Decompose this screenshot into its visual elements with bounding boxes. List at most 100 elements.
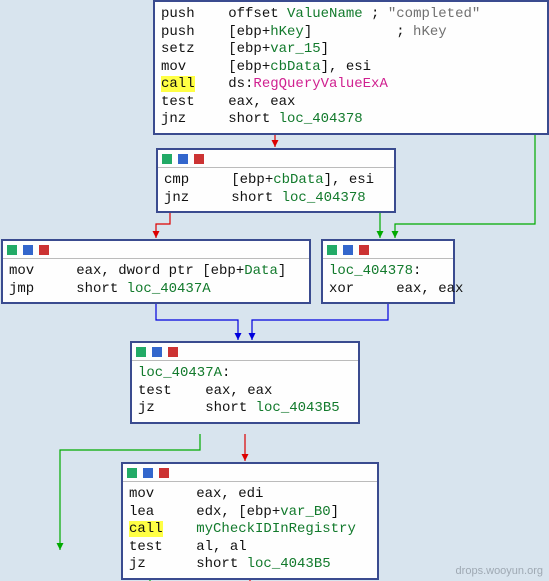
operand-var: Data [244, 263, 278, 279]
asm-text: lea edx, [ebp+ [129, 504, 280, 520]
operand-var: cbData [270, 59, 320, 75]
operand-var: loc_4043B5 [256, 400, 340, 416]
asm-text: jnz short [164, 190, 282, 206]
comment: "completed" [388, 6, 480, 22]
asm-text: ] [321, 41, 329, 57]
call-keyword: call [161, 76, 195, 92]
asm-line: jnz short loc_404378 [164, 190, 388, 208]
asm-line: test eax, eax [161, 94, 541, 112]
asm-text [163, 521, 197, 537]
node-titlebar [123, 464, 377, 482]
node-titlebar [323, 241, 453, 259]
cfg-node-n6[interactable]: mov eax, edilea edx, [ebp+var_B0]call my… [121, 462, 379, 580]
chart-icon [136, 347, 146, 357]
asm-line: jz short loc_4043B5 [129, 556, 371, 574]
operand-var: loc_4043B5 [247, 556, 331, 572]
operand-var: loc_404378 [329, 263, 413, 279]
operand-var: hKey [270, 24, 304, 40]
asm-line: push [ebp+hKey] ; hKey [161, 24, 541, 42]
asm-line: jnz short loc_404378 [161, 111, 541, 129]
watermark-text: drops.wooyun.org [456, 565, 543, 577]
asm-text: jnz short [161, 111, 279, 127]
wave-icon [23, 245, 33, 255]
asm-line: mov [ebp+cbData], esi [161, 59, 541, 77]
asm-text: push offset [161, 6, 287, 22]
asm-text: test al, al [129, 539, 247, 555]
asm-listing: loc_40437A:test eax, eaxjz short loc_404… [132, 361, 358, 422]
api-fn: RegQueryValueExA [253, 76, 387, 92]
operand-var: loc_404378 [279, 111, 363, 127]
asm-text: ] [278, 263, 286, 279]
edge-red [156, 209, 170, 238]
operand-var: var_B0 [280, 504, 330, 520]
asm-text: test eax, eax [161, 94, 295, 110]
cfg-node-n4[interactable]: loc_404378:xor eax, eax [321, 239, 455, 304]
badge-icon [168, 347, 178, 357]
chart-icon [327, 245, 337, 255]
wave-icon [143, 468, 153, 478]
wave-icon [178, 154, 188, 164]
operand-var: loc_404378 [282, 190, 366, 206]
asm-line: mov eax, edi [129, 486, 371, 504]
wave-icon [152, 347, 162, 357]
asm-text: ; [363, 6, 388, 22]
asm-listing: cmp [ebp+cbData], esijnz short loc_40437… [158, 168, 394, 211]
asm-listing: mov eax, dword ptr [ebp+Data]jmp short l… [3, 259, 309, 302]
asm-text: jz short [138, 400, 256, 416]
asm-line: setz [ebp+var_15] [161, 41, 541, 59]
chart-icon [162, 154, 172, 164]
asm-line: test eax, eax [138, 383, 352, 401]
badge-icon [359, 245, 369, 255]
chart-icon [127, 468, 137, 478]
asm-line: xor eax, eax [329, 281, 447, 299]
asm-line: call ds:RegQueryValueExA [161, 76, 541, 94]
asm-listing: mov eax, edilea edx, [ebp+var_B0]call my… [123, 482, 377, 578]
asm-text: xor eax, eax [329, 281, 463, 297]
asm-line: jmp short loc_40437A [9, 281, 303, 299]
asm-text: jmp short [9, 281, 127, 297]
asm-line: test al, al [129, 539, 371, 557]
cfg-node-n2[interactable]: cmp [ebp+cbData], esijnz short loc_40437… [156, 148, 396, 213]
asm-text: test eax, eax [138, 383, 272, 399]
operand-var: cbData [273, 172, 323, 188]
asm-line: loc_404378: [329, 263, 447, 281]
operand-var: loc_40437A [138, 365, 222, 381]
operand-var: loc_40437A [127, 281, 211, 297]
operand-var: myCheckIDInRegistry [196, 521, 356, 537]
asm-text: : [413, 263, 421, 279]
asm-line: loc_40437A: [138, 365, 352, 383]
asm-text: mov eax, dword ptr [ebp+ [9, 263, 244, 279]
asm-text: push [ebp+ [161, 24, 270, 40]
asm-text: : [222, 365, 230, 381]
cfg-node-n5[interactable]: loc_40437A:test eax, eaxjz short loc_404… [130, 341, 360, 424]
operand-var: var_15 [270, 41, 320, 57]
cfg-node-n3[interactable]: mov eax, dword ptr [ebp+Data]jmp short l… [1, 239, 311, 304]
asm-text: ], esi [321, 59, 371, 75]
asm-text: cmp [ebp+ [164, 172, 273, 188]
wave-icon [343, 245, 353, 255]
asm-listing: loc_404378:xor eax, eax [323, 259, 453, 302]
asm-text: ds: [195, 76, 254, 92]
operand-var: ValueName [287, 6, 363, 22]
asm-line: lea edx, [ebp+var_B0] [129, 504, 371, 522]
asm-line: jz short loc_4043B5 [138, 400, 352, 418]
badge-icon [39, 245, 49, 255]
asm-listing: push offset ValueName ; "completed" push … [155, 2, 547, 133]
node-titlebar [3, 241, 309, 259]
asm-line: cmp [ebp+cbData], esi [164, 172, 388, 190]
asm-text: ] ; [304, 24, 413, 40]
node-titlebar [132, 343, 358, 361]
asm-line: mov eax, dword ptr [ebp+Data] [9, 263, 303, 281]
comment: hKey [413, 24, 447, 40]
asm-text: setz [ebp+ [161, 41, 270, 57]
badge-icon [194, 154, 204, 164]
badge-icon [159, 468, 169, 478]
call-keyword: call [129, 521, 163, 537]
cfg-node-n1[interactable]: push offset ValueName ; "completed" push … [153, 0, 549, 135]
asm-text: mov eax, edi [129, 486, 263, 502]
chart-icon [7, 245, 17, 255]
asm-text: mov [ebp+ [161, 59, 270, 75]
asm-text: ] [331, 504, 339, 520]
asm-text: jz short [129, 556, 247, 572]
node-titlebar [158, 150, 394, 168]
